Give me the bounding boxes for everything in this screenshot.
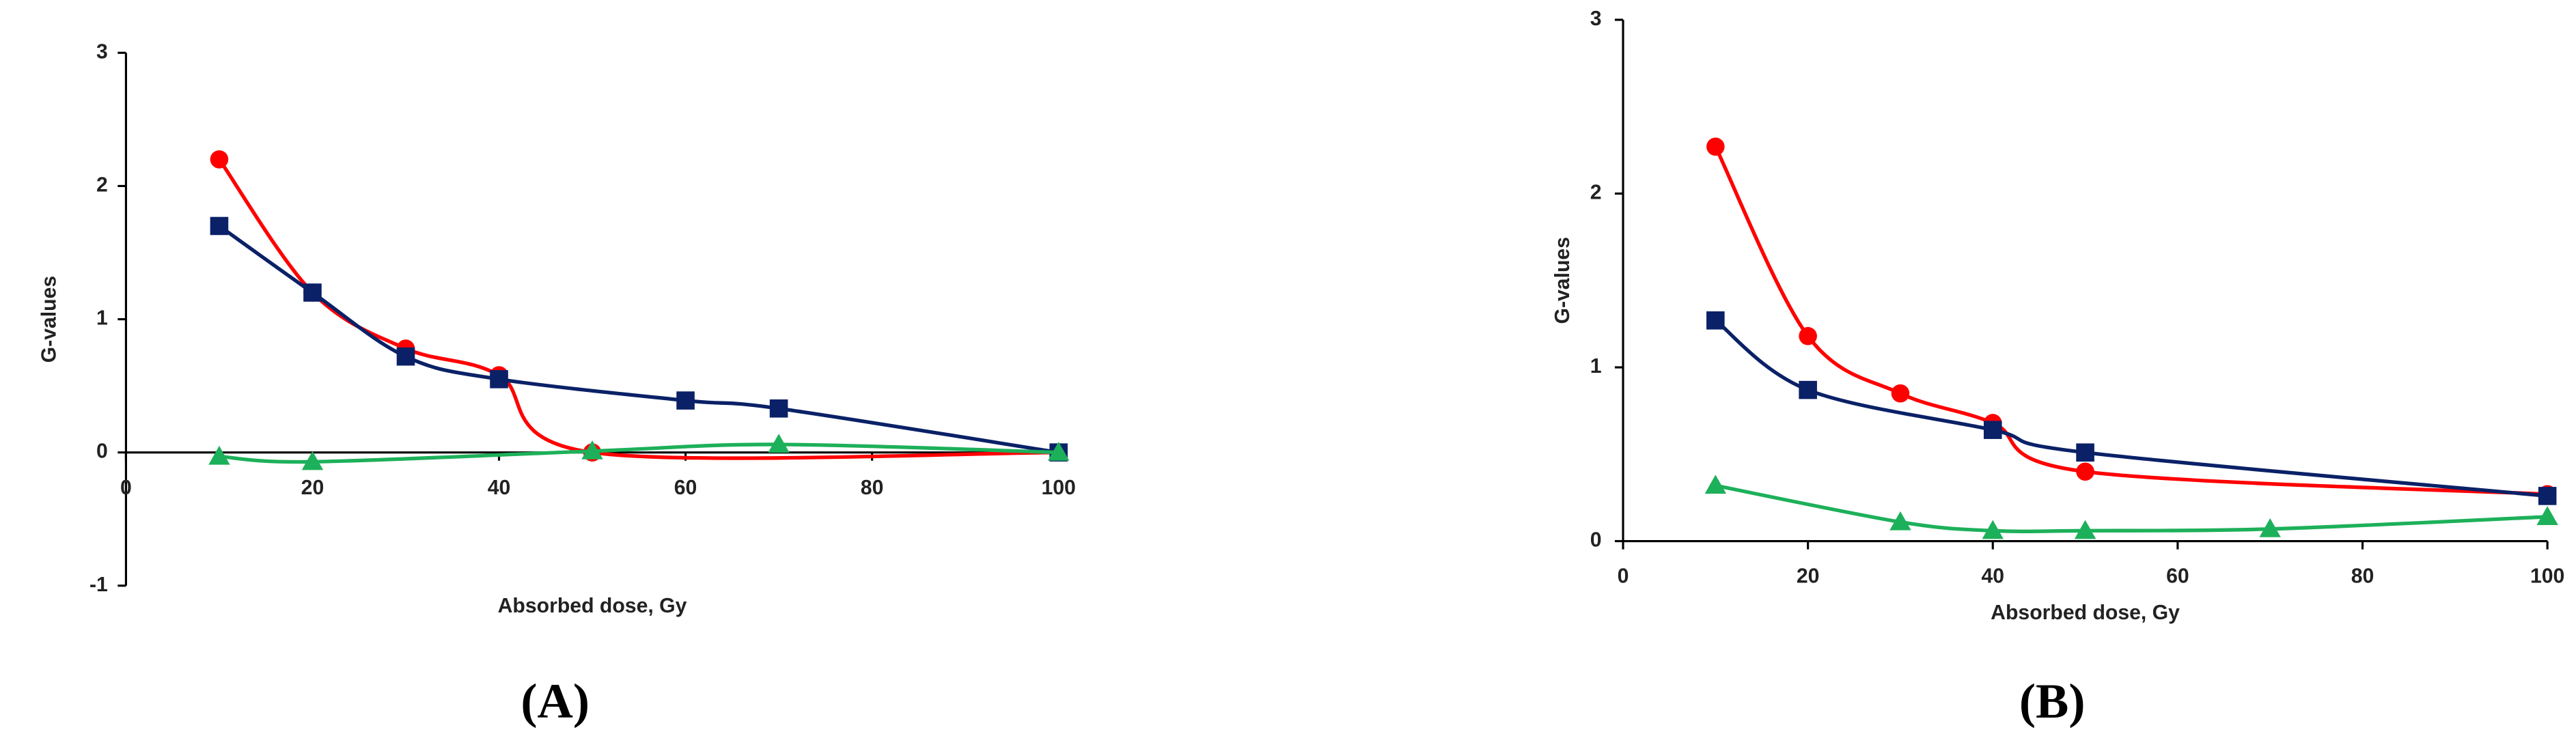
x-tick-label: 100 bbox=[1041, 477, 1075, 499]
marker bbox=[208, 445, 230, 465]
x-axis-title: Absorbed dose, Gy bbox=[1991, 602, 2180, 624]
y-axis-title: G-values bbox=[38, 276, 60, 363]
x-tick-label: 0 bbox=[1618, 565, 1629, 588]
marker bbox=[2076, 462, 2094, 481]
panel-label: (B) bbox=[2019, 673, 2086, 729]
marker bbox=[303, 283, 322, 302]
marker bbox=[1889, 511, 1911, 531]
series-line bbox=[217, 158, 1059, 460]
marker bbox=[1799, 380, 1817, 399]
y-tick-label: 1 bbox=[96, 307, 108, 330]
marker bbox=[1891, 384, 1910, 403]
x-tick-label: 80 bbox=[2351, 565, 2374, 588]
marker bbox=[490, 370, 508, 388]
marker bbox=[768, 434, 790, 453]
panel-label: (A) bbox=[521, 673, 590, 729]
x-tick-label: 60 bbox=[674, 477, 697, 499]
y-tick-label: 1 bbox=[1590, 355, 1602, 378]
x-tick-label: 100 bbox=[2530, 565, 2564, 588]
x-tick-label: 40 bbox=[1981, 565, 2004, 588]
marker bbox=[1706, 137, 1725, 156]
marker bbox=[581, 440, 603, 460]
y-tick-label: 2 bbox=[1590, 181, 1602, 203]
marker bbox=[301, 451, 324, 470]
x-tick-label: 80 bbox=[861, 477, 884, 499]
marker bbox=[769, 399, 788, 418]
marker bbox=[2074, 520, 2096, 539]
x-tick-label: 60 bbox=[2166, 565, 2189, 588]
marker bbox=[1983, 421, 2002, 439]
y-tick-label: 0 bbox=[1590, 529, 1602, 552]
x-tick-label: 20 bbox=[1797, 565, 1820, 588]
marker bbox=[2536, 506, 2558, 525]
y-axis-title: G-values bbox=[1551, 237, 1574, 324]
y-tick-label: -1 bbox=[89, 574, 108, 596]
y-tick-label: 3 bbox=[96, 40, 108, 63]
marker bbox=[676, 391, 695, 410]
marker bbox=[396, 347, 415, 366]
x-axis-title: Absorbed dose, Gy bbox=[498, 595, 687, 617]
marker bbox=[210, 150, 229, 169]
marker bbox=[210, 216, 229, 236]
marker bbox=[1706, 311, 1725, 330]
y-tick-label: 2 bbox=[96, 173, 108, 196]
marker bbox=[2538, 487, 2557, 505]
y-tick-label: 0 bbox=[96, 440, 108, 463]
marker bbox=[2076, 443, 2094, 462]
marker bbox=[2259, 518, 2281, 537]
series-line bbox=[1714, 319, 2548, 498]
series-line bbox=[218, 224, 1060, 455]
marker bbox=[1799, 326, 1817, 345]
marker bbox=[1704, 475, 1727, 494]
marker bbox=[1047, 441, 1070, 461]
series-line bbox=[1715, 483, 2548, 533]
marker bbox=[1982, 520, 2004, 539]
x-tick-label: 20 bbox=[301, 477, 324, 499]
series-line bbox=[1713, 145, 2548, 496]
y-tick-label: 3 bbox=[1590, 8, 1602, 30]
x-tick-label: 40 bbox=[488, 477, 511, 499]
x-tick-label: 0 bbox=[120, 477, 132, 499]
